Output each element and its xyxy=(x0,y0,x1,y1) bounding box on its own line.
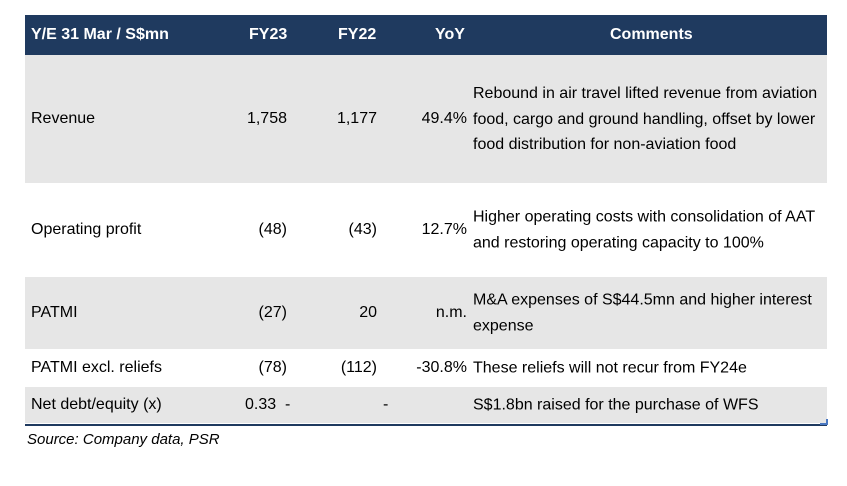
table-row: Net debt/equity (x) 0.33 - - S$1.8bn rai… xyxy=(25,386,827,423)
table-row: PATMI (27) 20 n.m. M&A expenses of S$44.… xyxy=(25,276,827,349)
table-row: Revenue 1,758 1,177 49.4% Rebound in air… xyxy=(25,55,827,183)
fy22-value: 1,177 xyxy=(336,110,377,127)
header-label: Y/E 31 Mar / S$mn xyxy=(31,26,169,43)
row-label: PATMI xyxy=(31,304,78,321)
table-header: Y/E 31 Mar / S$mn FY23 FY22 YoY Comments xyxy=(25,15,827,55)
fy23-value: (48) xyxy=(258,221,287,238)
fy23-value: (78) xyxy=(258,359,287,376)
row-label: Net debt/equity (x) xyxy=(31,396,162,413)
table-row: PATMI excl. reliefs (78) (112) -30.8% Th… xyxy=(25,349,827,386)
yoy-value: 49.4% xyxy=(421,110,467,127)
row-label: PATMI excl. reliefs xyxy=(31,359,162,376)
yoy-value: 12.7% xyxy=(421,221,467,238)
financial-summary-table: Y/E 31 Mar / S$mn FY23 FY22 YoY Comments… xyxy=(25,15,827,423)
header-fy22: FY22 xyxy=(338,26,377,43)
table-row: Operating profit (48) (43) 12.7% Higher … xyxy=(25,183,827,276)
row-label: Revenue xyxy=(31,110,96,127)
source-note: Source: Company data, PSR xyxy=(27,431,220,448)
row-label: Operating profit xyxy=(31,221,142,238)
fy22-value: (112) xyxy=(340,359,377,376)
fy23-value: 1,758 xyxy=(246,110,287,127)
header-comments: Comments xyxy=(610,26,693,43)
fy23-value: (27) xyxy=(258,304,287,321)
fy22-value: 20 xyxy=(359,304,377,321)
header-fy23: FY23 xyxy=(249,26,288,43)
fy22-value: - xyxy=(383,396,389,413)
row-comment: Higher operating costs with consolidatio… xyxy=(473,208,815,252)
row-comment: Rebound in air travel lifted revenue fro… xyxy=(473,84,818,153)
fy23-value: 0.33 - xyxy=(245,396,291,413)
yoy-value: n.m. xyxy=(435,304,467,321)
yoy-value: -30.8% xyxy=(416,359,467,376)
row-comment: These reliefs will not recur from FY24e xyxy=(473,359,747,377)
fy22-value: (43) xyxy=(348,221,377,238)
row-comment: M&A expenses of S$44.5mn and higher inte… xyxy=(473,291,812,335)
table-bottom-rule xyxy=(25,424,827,426)
header-yoy: YoY xyxy=(435,26,465,43)
row-comment: S$1.8bn raised for the purchase of WFS xyxy=(473,396,759,414)
resize-corner-icon xyxy=(820,419,828,425)
